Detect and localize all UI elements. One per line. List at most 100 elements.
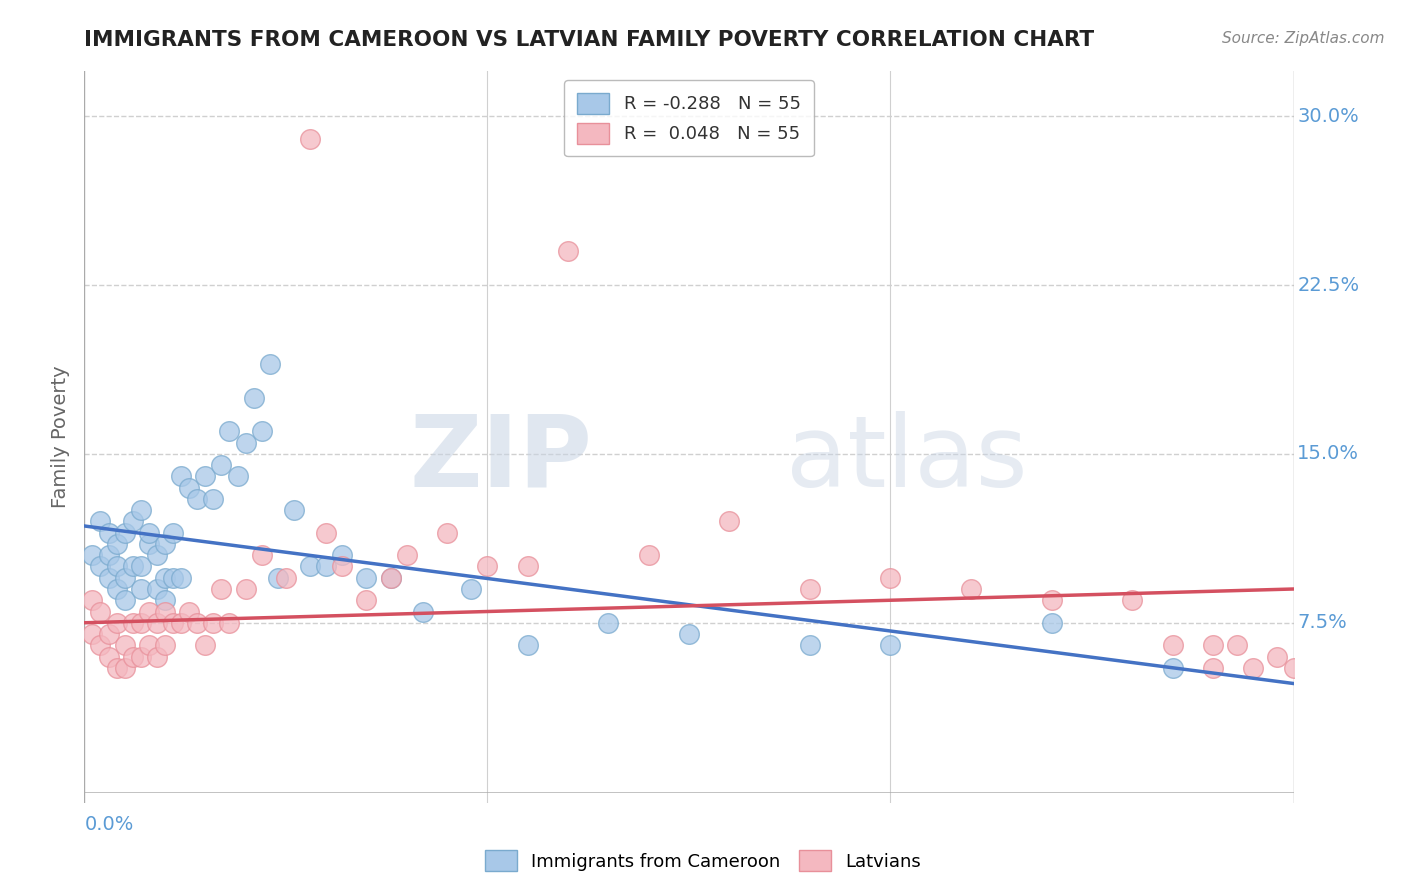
Point bbox=[516, 559, 538, 574]
Point bbox=[477, 559, 499, 574]
Point bbox=[129, 649, 152, 664]
Text: IMMIGRANTS FROM CAMEROON VS LATVIAN FAMILY POVERTY CORRELATION CHART: IMMIGRANTS FROM CAMEROON VS LATVIAN FAMI… bbox=[84, 30, 1094, 50]
Text: ZIP: ZIP bbox=[409, 410, 592, 508]
Point bbox=[250, 425, 273, 439]
Point bbox=[153, 537, 176, 551]
Point bbox=[194, 469, 217, 483]
Point bbox=[129, 615, 152, 630]
Point bbox=[129, 503, 152, 517]
Point bbox=[105, 559, 128, 574]
Point bbox=[299, 132, 322, 146]
Point bbox=[315, 525, 337, 540]
Point bbox=[516, 638, 538, 652]
Point bbox=[82, 627, 104, 641]
Point bbox=[356, 571, 378, 585]
Point bbox=[105, 537, 128, 551]
Point bbox=[105, 582, 128, 596]
Point bbox=[146, 548, 169, 562]
Point bbox=[186, 491, 208, 506]
Point bbox=[1161, 661, 1184, 675]
Point bbox=[105, 615, 128, 630]
Point bbox=[138, 537, 160, 551]
Point bbox=[460, 582, 482, 596]
Point bbox=[82, 593, 104, 607]
Point bbox=[598, 615, 620, 630]
Point bbox=[97, 571, 120, 585]
Point bbox=[89, 605, 111, 619]
Point bbox=[114, 593, 136, 607]
Point bbox=[235, 435, 257, 450]
Point bbox=[138, 525, 160, 540]
Point bbox=[179, 481, 201, 495]
Point bbox=[121, 515, 143, 529]
Text: atlas: atlas bbox=[786, 410, 1028, 508]
Point bbox=[153, 571, 176, 585]
Y-axis label: Family Poverty: Family Poverty bbox=[52, 366, 70, 508]
Point bbox=[121, 615, 143, 630]
Point bbox=[274, 571, 297, 585]
Point bbox=[299, 559, 322, 574]
Point bbox=[1121, 593, 1143, 607]
Point bbox=[267, 571, 290, 585]
Point bbox=[330, 548, 353, 562]
Point bbox=[82, 548, 104, 562]
Point bbox=[209, 458, 232, 473]
Point bbox=[146, 615, 169, 630]
Point bbox=[138, 605, 160, 619]
Point bbox=[162, 615, 184, 630]
Point bbox=[637, 548, 659, 562]
Point bbox=[146, 649, 169, 664]
Point bbox=[1202, 638, 1225, 652]
Point bbox=[97, 649, 120, 664]
Point bbox=[170, 469, 193, 483]
Point bbox=[678, 627, 700, 641]
Point bbox=[242, 391, 264, 405]
Legend: Immigrants from Cameroon, Latvians: Immigrants from Cameroon, Latvians bbox=[477, 843, 929, 879]
Point bbox=[1282, 661, 1305, 675]
Point bbox=[209, 582, 232, 596]
Point bbox=[97, 548, 120, 562]
Point bbox=[138, 638, 160, 652]
Point bbox=[1241, 661, 1264, 675]
Point bbox=[259, 357, 281, 371]
Point bbox=[97, 627, 120, 641]
Point bbox=[170, 571, 193, 585]
Point bbox=[380, 571, 402, 585]
Text: 15.0%: 15.0% bbox=[1298, 444, 1360, 464]
Point bbox=[436, 525, 458, 540]
Point bbox=[121, 559, 143, 574]
Point bbox=[218, 425, 240, 439]
Point bbox=[153, 593, 176, 607]
Point bbox=[395, 548, 418, 562]
Point bbox=[179, 605, 201, 619]
Text: Source: ZipAtlas.com: Source: ZipAtlas.com bbox=[1222, 31, 1385, 46]
Point bbox=[879, 638, 901, 652]
Point bbox=[105, 661, 128, 675]
Point bbox=[879, 571, 901, 585]
Text: 30.0%: 30.0% bbox=[1298, 107, 1358, 126]
Point bbox=[235, 582, 257, 596]
Point bbox=[226, 469, 249, 483]
Point bbox=[114, 661, 136, 675]
Legend: R = -0.288   N = 55, R =  0.048   N = 55: R = -0.288 N = 55, R = 0.048 N = 55 bbox=[564, 80, 814, 156]
Point bbox=[153, 638, 176, 652]
Point bbox=[283, 503, 305, 517]
Point bbox=[330, 559, 353, 574]
Point bbox=[1202, 661, 1225, 675]
Point bbox=[121, 649, 143, 664]
Point bbox=[202, 491, 225, 506]
Point bbox=[250, 548, 273, 562]
Text: 22.5%: 22.5% bbox=[1298, 276, 1360, 294]
Point bbox=[114, 525, 136, 540]
Point bbox=[356, 593, 378, 607]
Point bbox=[960, 582, 983, 596]
Point bbox=[170, 615, 193, 630]
Point bbox=[315, 559, 337, 574]
Point bbox=[114, 638, 136, 652]
Point bbox=[718, 515, 741, 529]
Point bbox=[153, 605, 176, 619]
Point bbox=[89, 638, 111, 652]
Point bbox=[1040, 593, 1063, 607]
Text: 7.5%: 7.5% bbox=[1298, 614, 1347, 632]
Point bbox=[194, 638, 217, 652]
